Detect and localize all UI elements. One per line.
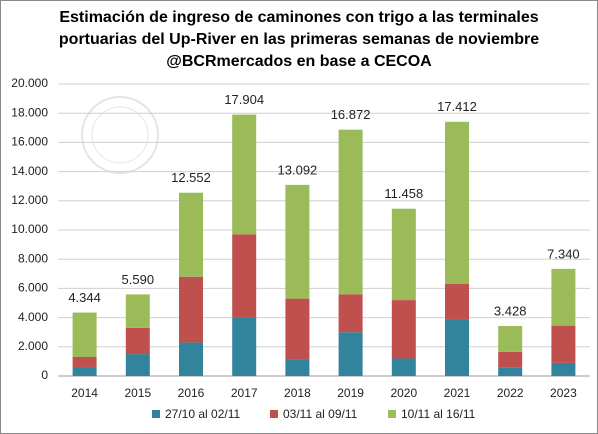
total-label: 3.428 [494,303,527,318]
bar-segment [551,362,576,376]
total-label: 5.590 [122,272,155,287]
y-tick-label: 2.000 [18,339,48,353]
bar-segment [445,121,469,285]
total-label: 7.340 [547,246,580,261]
bar-segment [125,327,150,355]
bar-segment [445,284,469,320]
y-tick-label: 16.000 [11,135,48,149]
bar-segment [338,332,363,376]
total-label: 17.904 [224,92,264,107]
total-label: 11.458 [384,186,423,201]
y-tick-label: 8.000 [18,251,48,265]
chart-source: @BCRmercados en base a CECOA [166,53,432,70]
total-label: 4.344 [68,290,101,305]
legend-swatch [152,410,160,418]
x-tick-label: 2021 [444,386,471,400]
bar-segment [232,234,257,318]
bar-segment [498,351,523,368]
chart-subtitle: portuarias del Up-River en las primeras … [59,31,539,48]
bar-segment [179,192,203,277]
total-label: 16.872 [331,107,371,122]
bar-segment [285,184,310,299]
bar-segment [391,300,416,359]
x-tick-label: 2018 [284,386,311,400]
x-tick-label: 2019 [337,386,364,400]
legend-label: 03/11 al 09/11 [283,407,358,421]
y-tick-label: 0 [41,368,48,382]
bar-segment [72,367,97,376]
x-tick-label: 2020 [390,386,417,400]
bar-segment [232,114,257,235]
bar-segment [179,276,203,343]
bar-segment [72,312,97,358]
legend-label: 27/10 al 02/11 [165,407,241,421]
y-tick-label: 10.000 [11,222,48,236]
bar-segment [498,325,523,352]
bar-segment [72,357,97,368]
y-tick-label: 12.000 [11,193,48,207]
y-tick-label: 4.000 [18,310,48,324]
bar-segment [338,294,363,333]
x-tick-label: 2017 [231,386,258,400]
watermark [81,96,159,174]
bar-segment [338,129,363,295]
bar-segment [285,359,310,376]
x-tick-label: 2016 [178,386,205,400]
x-tick-label: 2015 [124,386,151,400]
y-tick-label: 6.000 [18,281,48,295]
total-label: 12.552 [171,170,211,185]
total-label: 13.092 [278,162,318,177]
y-tick-label: 18.000 [11,105,48,119]
y-tick-label: 14.000 [11,164,48,178]
chart-title: Estimación de ingreso de caminones con t… [59,9,538,26]
y-tick-label: 20.000 [11,76,48,90]
bar-segment [391,358,416,376]
total-label: 17.412 [437,99,477,114]
bar-segment [125,294,150,328]
legend-swatch [388,410,396,418]
bar-segment [285,298,310,360]
bar-segment [391,208,416,301]
legend-swatch [270,410,278,418]
bar-segment [551,268,576,326]
bar-segment [125,354,150,376]
x-tick-label: 2022 [497,386,524,400]
legend-label: 10/11 al 16/11 [401,407,476,421]
bar-segment [551,325,576,363]
bar-segment [179,342,203,376]
bar-segment [232,317,257,376]
x-tick-label: 2014 [71,386,98,400]
bar-segment [445,319,469,376]
x-tick-label: 2023 [550,386,577,400]
bar-segment [498,367,523,376]
